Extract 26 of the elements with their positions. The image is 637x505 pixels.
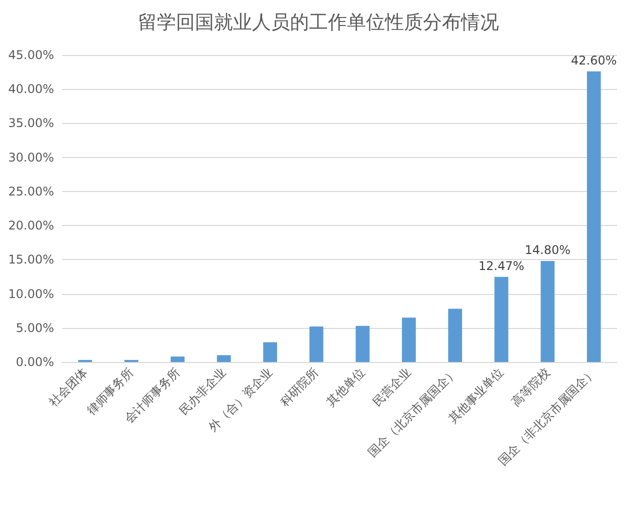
y-tick-label: 45.00% bbox=[8, 48, 54, 62]
data-label: 42.60% bbox=[570, 53, 617, 68]
y-tick-label: 20.00% bbox=[8, 218, 54, 233]
y-tick-label: 40.00% bbox=[8, 82, 54, 96]
data-label: 14.80% bbox=[524, 243, 571, 258]
bar bbox=[263, 342, 278, 362]
bar bbox=[402, 318, 416, 362]
bar bbox=[586, 71, 601, 362]
chart-title: 留学回国就业人员的工作单位性质分布情况 bbox=[138, 12, 499, 34]
bar bbox=[448, 308, 462, 362]
data-label: 12.47% bbox=[478, 258, 524, 273]
y-tick-label: 10.00% bbox=[8, 286, 54, 301]
bar bbox=[494, 276, 508, 362]
bar bbox=[540, 261, 555, 362]
y-tick-label: 15.00% bbox=[8, 252, 54, 267]
y-tick-label: 35.00% bbox=[8, 116, 54, 130]
bar bbox=[309, 326, 324, 362]
y-tick-label: 0.00% bbox=[16, 355, 54, 369]
y-tick-label: 25.00% bbox=[8, 184, 54, 198]
y-tick-label: 5.00% bbox=[16, 320, 54, 335]
bar bbox=[170, 356, 185, 362]
bar bbox=[216, 355, 231, 362]
y-tick-label: 30.00% bbox=[8, 150, 54, 164]
x-tick-label: 其他单位 bbox=[324, 365, 368, 409]
x-tick-label: 科研院所 bbox=[277, 365, 322, 409]
bar bbox=[356, 326, 370, 362]
